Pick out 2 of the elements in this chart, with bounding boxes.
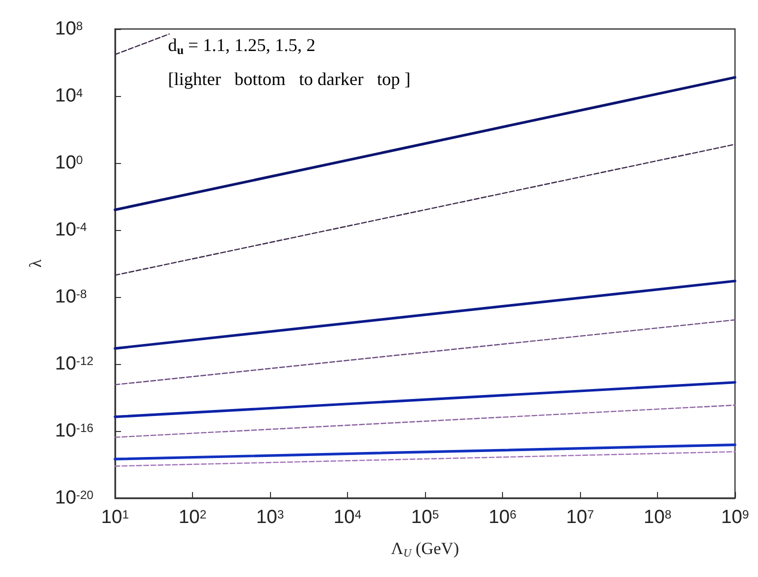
annotation: [lighter bottom to darker top ] — [168, 69, 410, 89]
y-axis-title: λ — [26, 258, 46, 268]
